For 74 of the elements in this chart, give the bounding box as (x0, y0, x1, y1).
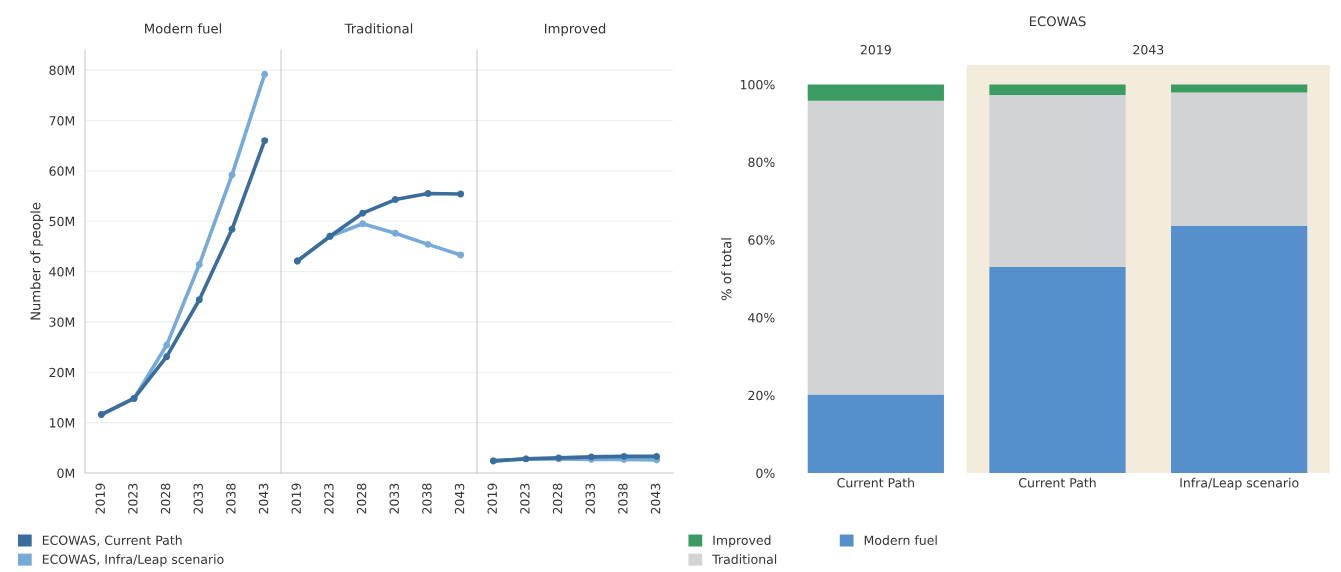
y-tick-label: 60M (49, 166, 75, 176)
legend-label: ECOWAS, Current Path (42, 535, 182, 547)
legend-label: ECOWAS, Infra/Leap scenario (42, 554, 224, 567)
bar (807, 100, 944, 395)
x-tick-label: 2019 (291, 483, 301, 514)
point (195, 296, 203, 304)
y-tick-label: 80% (748, 157, 775, 168)
point (163, 353, 171, 361)
x-tick-label: 2019 (487, 483, 497, 514)
point (391, 229, 399, 237)
chart-title: Improved (544, 23, 606, 37)
chart-title: ECOWAS (1029, 16, 1086, 27)
y-tick-label: 80M (49, 65, 75, 76)
point (195, 261, 203, 268)
point (424, 190, 432, 197)
x-tick-label: 2028 (356, 483, 367, 514)
point (359, 209, 367, 217)
point (457, 190, 465, 198)
text: 2019 (860, 44, 891, 55)
bar (807, 394, 944, 473)
point (391, 196, 399, 204)
x-tick-label: 2038 (422, 483, 432, 514)
y-tick-label: 70M (49, 115, 75, 126)
y-tick-label: 30M (49, 317, 75, 327)
y-tick-label: 40M (49, 267, 75, 277)
x-tick-label: 2033 (585, 483, 595, 514)
x-tick-label: 2033 (193, 483, 203, 514)
legend-label: Traditional (712, 554, 777, 565)
legend-label: Modern fuel (864, 535, 937, 545)
point (261, 137, 269, 145)
bar (989, 94, 1126, 268)
x-tick-label: 2043 (650, 483, 661, 514)
y-tick-label: 20M (49, 367, 75, 378)
chart-title: Traditional (344, 23, 413, 34)
x-tick-label: 2043 (454, 483, 465, 514)
y-tick-label: 0% (756, 468, 775, 478)
x-tick-label: 2038 (226, 483, 236, 514)
point (228, 225, 236, 233)
point (424, 240, 432, 248)
band-label: 2043 (1133, 44, 1164, 55)
x-tick-label: 2033 (389, 483, 399, 514)
bar (989, 84, 1126, 95)
point (228, 171, 236, 179)
x-tick-label: 2043 (258, 483, 269, 514)
y-axis-title: % of total (721, 238, 732, 301)
y-tick-label: 0M (57, 468, 75, 478)
legend-label: Improved (713, 535, 771, 548)
bar (1171, 225, 1308, 473)
x-tick-label: Current Path (837, 477, 914, 488)
x-tick-label: 2023 (520, 483, 530, 514)
bar (989, 267, 1126, 473)
bar (807, 84, 944, 101)
x-tick-label: 2023 (324, 483, 334, 514)
chart-title: Modern fuel (145, 23, 222, 34)
y-tick-label: 10M (49, 418, 75, 428)
y-tick-label: 50M (49, 216, 75, 227)
x-tick-label: 2028 (160, 483, 171, 514)
y-axis-title: Number of people (30, 202, 44, 320)
y-tick-label: 40% (748, 313, 775, 323)
y-tick-label: 100% (740, 79, 775, 90)
bar (1171, 92, 1308, 226)
x-tick-label: 2019 (95, 483, 105, 514)
bar (1171, 84, 1308, 93)
x-tick-label: 2028 (552, 483, 563, 514)
x-tick-label: 2038 (618, 483, 628, 514)
point (163, 341, 171, 349)
point (457, 251, 465, 259)
x-tick-label: 2023 (128, 483, 138, 514)
x-tick-label: Current Path (1019, 477, 1096, 488)
point (359, 220, 367, 228)
x-tick-label: Infra/Leap scenario (1180, 477, 1299, 490)
y-tick-label: 60% (748, 235, 775, 245)
y-tick-label: 20% (748, 390, 775, 401)
point (261, 70, 269, 78)
